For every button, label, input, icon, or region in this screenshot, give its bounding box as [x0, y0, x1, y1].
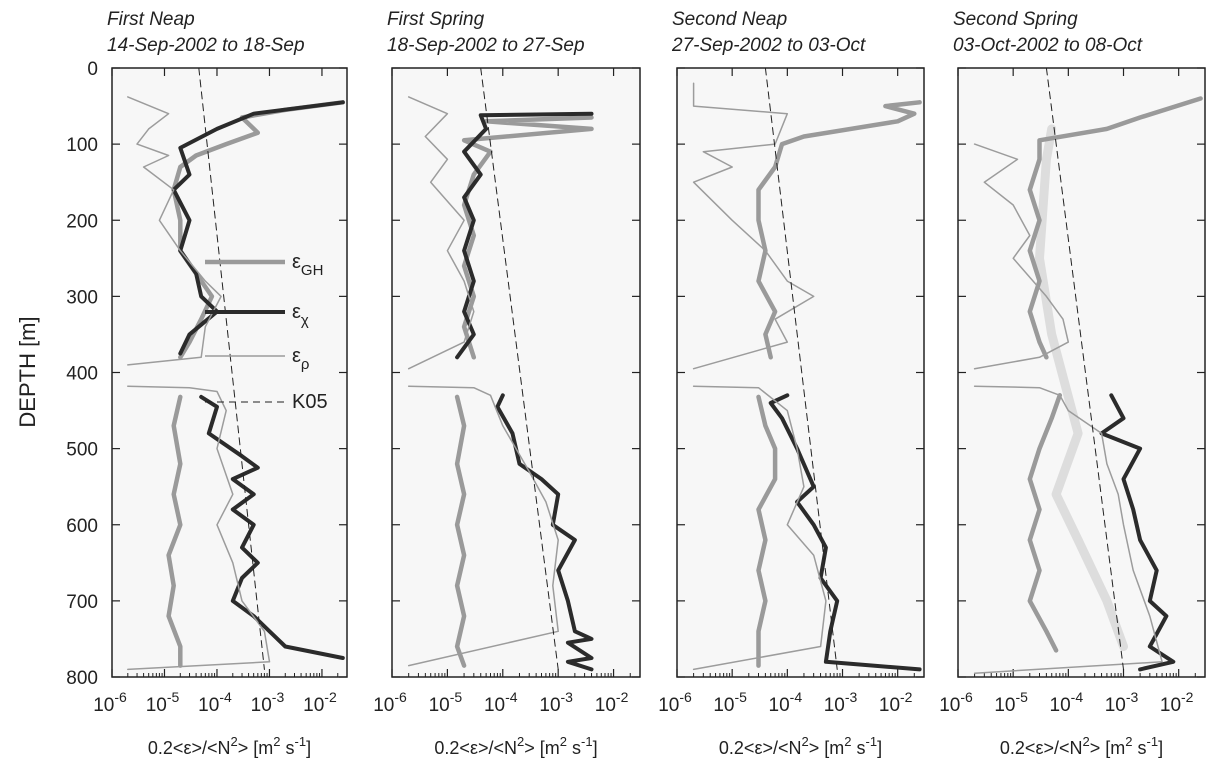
series-line-rho	[127, 96, 222, 366]
series-line-highlight	[1035, 124, 1128, 651]
legend-label-chi: εχ	[292, 301, 309, 329]
y-tick-label: 200	[66, 211, 98, 232]
x-tick-label: 10-5	[429, 689, 463, 716]
x-axis-label: 0.2<ε>/<N2> [m2 s-1]	[1000, 734, 1163, 758]
series-line-rho	[692, 385, 827, 671]
series-line-rho	[407, 385, 559, 667]
legend-label-rho: ερ	[292, 345, 309, 373]
series-line-rho	[407, 96, 475, 370]
y-axis-label: DEPTH [m]	[15, 316, 40, 427]
x-tick-label: 10-5	[994, 689, 1028, 716]
series-line-gh	[756, 394, 778, 668]
y-tick-label: 500	[66, 440, 98, 461]
panel-2: First Spring 18-Sep-2002 to 27-Sep 10-6 10-…	[373, 9, 641, 758]
x-tick-label: 10-2	[879, 689, 913, 716]
panel-title-line: Second Spring	[953, 9, 1078, 30]
x-tick-label: 10-6	[939, 689, 973, 716]
series-line-chi	[768, 393, 922, 672]
panel-3: Second Neap 27-Sep-2002 to 03-Oct 10-6 10-5…	[658, 9, 925, 758]
panel-title-line: 18-Sep-2002 to 27-Sep	[387, 35, 585, 56]
x-tick-label: 10-6	[373, 689, 407, 716]
plot-area	[676, 67, 925, 678]
y-tick-label: 100	[66, 135, 98, 156]
series-line-gh	[1027, 96, 1203, 360]
panel-title-line: 27-Sep-2002 to 03-Oct	[671, 35, 866, 56]
series-line-k05	[480, 68, 559, 670]
series-line-gh	[166, 394, 183, 668]
panel-4: Second Spring 03-Oct-2002 to 08-Oct 10-6 10…	[939, 9, 1206, 758]
legend-label-gh: εGH	[292, 251, 323, 279]
series-line-rho	[973, 385, 1163, 674]
panel-title-line: First Spring	[387, 9, 485, 30]
panel-title-line: Second Neap	[672, 9, 787, 30]
x-axis-label: 0.2<ε>/<N2> [m2 s-1]	[434, 734, 597, 758]
x-tick-label: 10-2	[303, 689, 337, 716]
x-tick-label: 10-4	[1050, 689, 1084, 716]
x-tick-label: 10-5	[146, 689, 180, 716]
series-line-rho	[973, 143, 1070, 370]
series-line-k05	[198, 68, 265, 670]
series-line-gh	[1027, 393, 1063, 653]
x-tick-label: 10-3	[824, 689, 858, 716]
x-tick-label: 10-4	[198, 689, 232, 716]
series-line-rho	[127, 385, 271, 671]
x-tick-label: 10-4	[484, 689, 518, 716]
x-tick-label: 10-5	[713, 689, 747, 716]
series-line-rho	[692, 82, 815, 370]
series-line-chi	[455, 111, 594, 360]
panel-title-line: 03-Oct-2002 to 08-Oct	[953, 35, 1143, 56]
y-tick-label: 700	[66, 592, 98, 613]
panel-1: First Neap 14-Sep-2002 to 18-Sep 10-6 10-5 1…	[66, 9, 348, 758]
legend-label-k05: K05	[292, 391, 328, 413]
series-group	[973, 68, 1203, 674]
y-tick-label: 300	[66, 287, 98, 308]
x-axis-label: 0.2<ε>/<N2> [m2 s-1]	[148, 734, 311, 758]
series-line-gh	[454, 394, 467, 668]
x-tick-label: 10-3	[539, 689, 573, 716]
x-tick-label: 10-3	[1105, 689, 1139, 716]
x-tick-label: 10-4	[769, 689, 803, 716]
x-axis-label: 0.2<ε>/<N2> [m2 s-1]	[719, 734, 882, 758]
panel-title-line: 14-Sep-2002 to 18-Sep	[107, 35, 305, 56]
plot-area	[111, 67, 348, 678]
x-tick-label: 10-6	[93, 689, 127, 716]
series-line-k05	[764, 68, 838, 670]
y-tick-label: 800	[66, 668, 98, 689]
y-tick-label: 400	[66, 364, 98, 385]
panel-title-line: First Neap	[107, 9, 195, 30]
y-tick-label: 600	[66, 516, 98, 537]
plot-area	[957, 67, 1206, 678]
series-line-k05	[1045, 68, 1124, 670]
x-tick-label: 10-6	[658, 689, 692, 716]
y-tick-label: 0	[87, 59, 98, 80]
series-group	[407, 68, 594, 672]
legend: εGH εχ ερ K05	[205, 251, 328, 413]
x-tick-label: 10-2	[595, 689, 629, 716]
x-tick-label: 10-2	[1160, 689, 1194, 716]
series-group	[692, 68, 922, 672]
plot-area	[391, 67, 641, 678]
series-line-gh	[756, 100, 922, 360]
x-tick-label: 10-3	[251, 689, 285, 716]
